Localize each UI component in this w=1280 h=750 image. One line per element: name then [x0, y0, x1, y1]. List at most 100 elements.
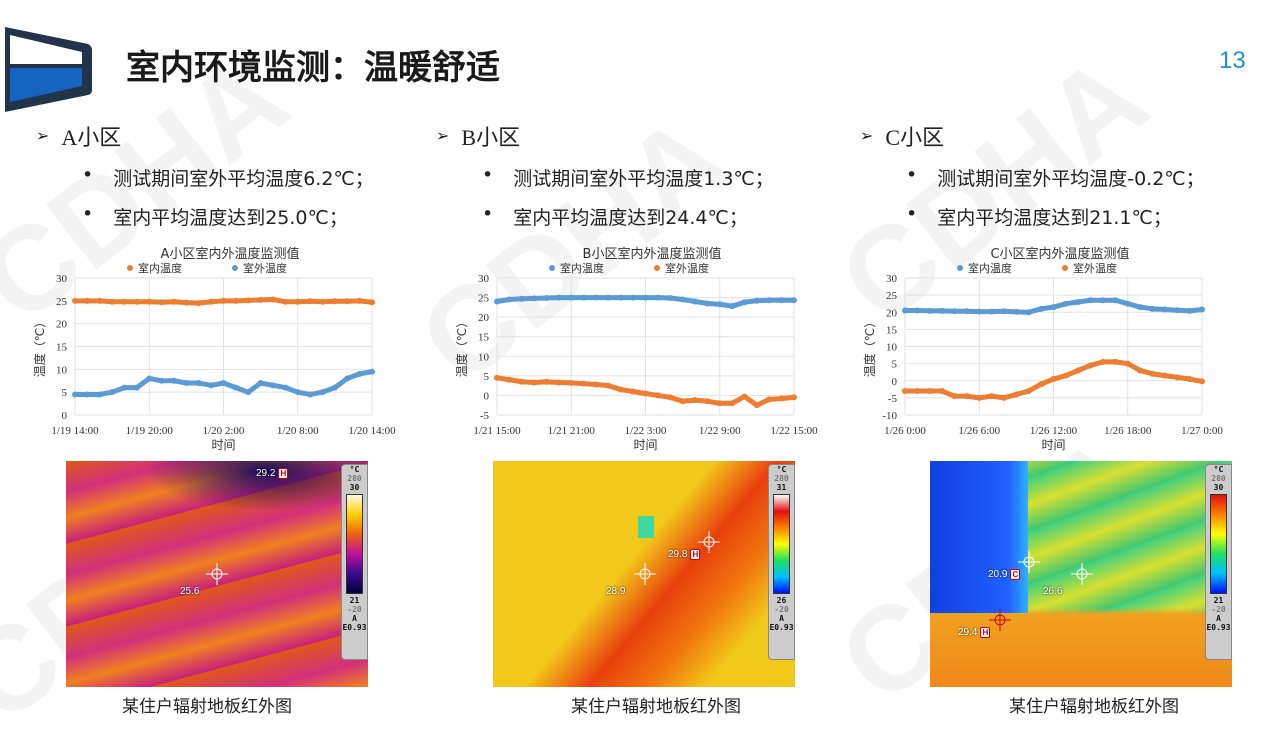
data-point [369, 299, 375, 306]
bullet-icon: • [482, 203, 494, 225]
bullet-icon: • [482, 164, 494, 186]
data-point [96, 391, 103, 398]
data-point [667, 394, 674, 401]
arrow-bullet-icon: ➢ [36, 128, 50, 145]
data-point [220, 380, 227, 387]
data-point [667, 294, 674, 301]
data-point [121, 298, 128, 305]
data-point [963, 308, 970, 315]
data-point [741, 299, 748, 306]
spot-reading: 26.6 [1043, 586, 1063, 597]
spot-reading: 29.2 H [256, 468, 289, 479]
data-point [1137, 304, 1144, 311]
image-caption: 某住户辐射地板红外图 [122, 697, 292, 717]
y-tick-label: 0 [892, 376, 898, 388]
x-tick-label: 1/26 18:00 [1104, 425, 1152, 437]
data-point [1112, 297, 1119, 304]
data-point [951, 308, 958, 315]
x-axis-label: 时间 [211, 438, 235, 452]
data-point [183, 380, 190, 387]
data-point [232, 297, 239, 304]
data-point [642, 294, 649, 301]
data-point [282, 384, 289, 391]
crosshair-icon [206, 563, 228, 585]
data-point [294, 298, 301, 305]
data-point [939, 307, 946, 314]
data-point [555, 379, 562, 386]
data-point [580, 294, 587, 301]
data-point [914, 388, 921, 395]
data-point [208, 298, 215, 305]
data-point [716, 400, 723, 407]
data-point [543, 294, 550, 301]
data-point [976, 308, 983, 315]
data-point [1100, 358, 1106, 365]
data-point [729, 400, 736, 407]
data-point [84, 297, 91, 304]
y-axis-label: 温度（℃） [862, 316, 877, 377]
arrow-bullet-icon: ➢ [860, 128, 874, 145]
legend-label: 室外温度 [1073, 261, 1117, 275]
data-point [270, 382, 276, 389]
data-point [753, 297, 760, 304]
chart-title: C小区室内外温度监测值 [990, 246, 1129, 262]
data-point [716, 301, 723, 308]
data-point [951, 393, 958, 400]
x-tick-label: 1/20 2:00 [203, 425, 245, 437]
x-tick-label: 1/27 0:00 [1181, 425, 1223, 437]
y-tick-label: -5 [480, 410, 490, 422]
data-point [257, 380, 264, 387]
y-tick-label: 25 [478, 293, 490, 305]
data-point [568, 379, 575, 386]
data-point [963, 393, 970, 400]
data-point [1062, 300, 1069, 307]
data-point [679, 296, 686, 303]
data-point [331, 384, 338, 391]
y-tick-label: 15 [56, 342, 68, 354]
data-point [555, 294, 562, 301]
data-point [605, 382, 612, 389]
data-point [319, 298, 326, 305]
crosshair-icon [1018, 551, 1040, 573]
data-point [344, 298, 351, 305]
spot-reading: 28.9 [606, 586, 626, 597]
section-title: B小区 [461, 125, 521, 150]
data-point [146, 375, 153, 382]
data-point [1013, 391, 1020, 398]
legend-label: 室内温度 [138, 261, 182, 275]
data-point [630, 388, 637, 395]
data-point [741, 393, 748, 400]
data-point [902, 388, 908, 395]
data-point [1124, 360, 1131, 367]
data-point [766, 396, 773, 403]
chart-title: A小区室内外温度监测值 [161, 246, 300, 262]
data-point [1050, 304, 1057, 311]
data-point [72, 297, 78, 304]
data-point [270, 296, 276, 303]
x-tick-label: 1/19 20:00 [126, 425, 174, 437]
x-axis-label: 时间 [1041, 438, 1065, 452]
arrow-bullet-icon: ➢ [436, 128, 450, 145]
data-point [617, 386, 624, 393]
data-point [988, 308, 995, 315]
data-point [195, 380, 202, 387]
crosshair-icon [1071, 563, 1093, 585]
infrared-image-c: 20.9 C 26.6 29.4 H °C 280 30 21 -20 A E0.93 [930, 461, 1232, 687]
y-tick-label: -10 [882, 410, 897, 422]
data-point [518, 295, 525, 302]
data-point [195, 300, 202, 307]
data-point [1112, 358, 1119, 365]
y-tick-label: 10 [478, 351, 490, 363]
data-point [121, 384, 128, 391]
bullet-text: 测试期间室外平均温度6.2℃； [113, 168, 374, 190]
y-tick-label: 20 [56, 319, 68, 331]
data-point [593, 294, 599, 301]
data-point [1199, 378, 1205, 385]
legend-label: 室内温度 [968, 261, 1012, 275]
data-point [1001, 394, 1007, 401]
data-point [791, 297, 797, 304]
data-point [232, 384, 239, 391]
page-number: 13 [1219, 47, 1246, 74]
data-point [344, 375, 351, 382]
y-tick-label: 30 [478, 273, 490, 285]
